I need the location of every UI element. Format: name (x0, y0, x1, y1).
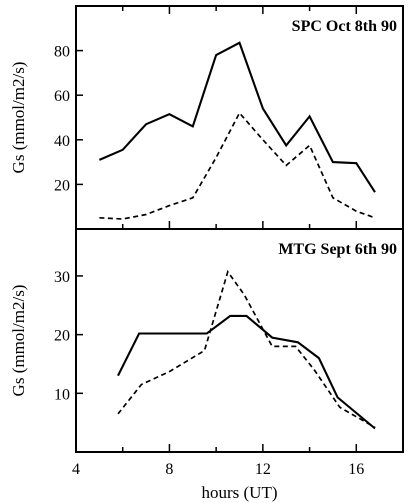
x-tick-label: 12 (255, 461, 271, 478)
y-tick-label: 40 (54, 133, 70, 150)
y-axis-title: Gs (mmol/m2/s) (9, 62, 28, 174)
x-tick-label: 8 (165, 461, 173, 478)
panel-title: MTG Sept 6th 90 (278, 241, 397, 258)
x-tick-label: 4 (72, 461, 80, 478)
y-tick-label: 20 (54, 177, 70, 194)
x-tick-label: 16 (348, 461, 364, 478)
y-axis-title: Gs (mmol/m2/s) (9, 285, 28, 397)
plot-frame (75, 228, 404, 453)
y-tick-label: 30 (54, 269, 70, 286)
solid-series-line (117, 314, 376, 430)
top-panel-spc: 20 40 60 80 Gs (mmol/m2/s) SPC Oct 8th 90 (9, 5, 404, 230)
solid-series-line (98, 41, 376, 193)
y-tick-label: 60 (54, 88, 70, 105)
dashed-series-line (117, 269, 376, 429)
plot-frame (75, 5, 404, 230)
bottom-panel-mtg: 10 20 30 4 8 12 16 Gs (mmol/m2/s) MTG Sept 6th 9… (9, 228, 404, 502)
dashed-series-line (99, 111, 376, 220)
x-axis-title: hours (UT) (201, 483, 277, 502)
panel-title: SPC Oct 8th 90 (292, 18, 397, 35)
y-tick-label: 80 (54, 44, 70, 61)
y-tick-label: 20 (54, 328, 70, 345)
y-tick-label: 10 (54, 386, 70, 403)
